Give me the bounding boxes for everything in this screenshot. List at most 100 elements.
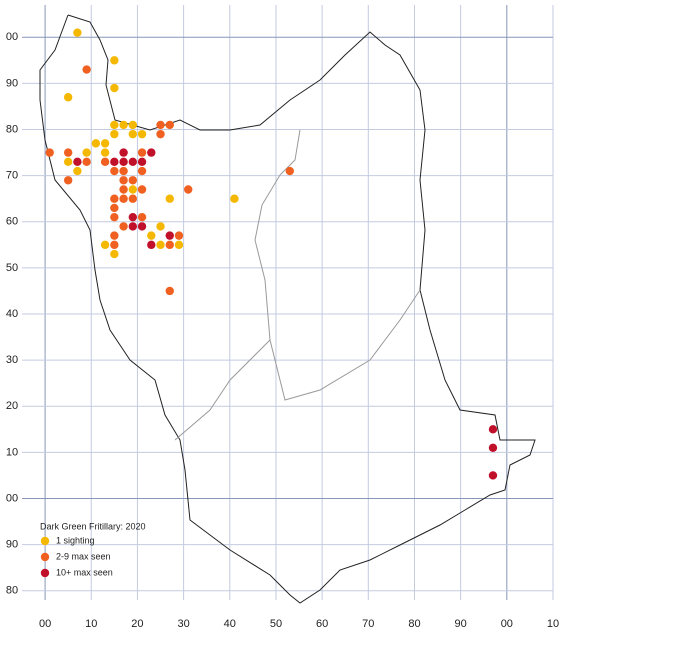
y-tick-label: 90	[6, 539, 18, 551]
record-dot	[100, 139, 110, 148]
record-dot	[110, 157, 119, 167]
y-tick-label: 20	[6, 400, 18, 412]
record-dot	[137, 148, 147, 157]
record-dot	[165, 194, 174, 203]
y-tick-label: 70	[6, 170, 18, 182]
y-tick-label: 90	[6, 77, 18, 89]
x-tick-label: 80	[408, 618, 420, 630]
record-dot	[73, 28, 82, 37]
record-dot	[82, 157, 91, 167]
record-dot	[147, 240, 156, 250]
record-dot	[128, 212, 138, 222]
record-dot	[82, 65, 91, 74]
record-dot	[184, 185, 193, 194]
county-boundary	[39, 14, 536, 604]
record-dot	[488, 425, 498, 434]
record-dot	[119, 120, 128, 130]
legend-swatch	[40, 568, 50, 578]
record-dot	[119, 222, 128, 231]
record-dot	[488, 471, 498, 480]
record-dot	[110, 56, 119, 65]
y-tick-label: 80	[6, 585, 18, 597]
record-dot	[165, 231, 174, 240]
record-dot	[174, 240, 184, 250]
legend-label: 2-9 max seen	[56, 551, 111, 561]
x-tick-label: 10	[547, 618, 559, 630]
district-boundary	[254, 129, 421, 401]
y-tick-label: 40	[6, 308, 18, 320]
record-dot	[174, 231, 184, 240]
x-tick-label: 30	[177, 618, 189, 630]
legend-title: Dark Green Fritillary: 2020	[40, 521, 146, 531]
record-dot	[137, 166, 147, 176]
y-tick-label: 10	[6, 446, 18, 458]
record-dot	[165, 120, 174, 130]
record-dot	[110, 212, 119, 222]
record-dot	[128, 194, 138, 203]
y-tick-label: 00	[6, 31, 18, 43]
record-dot	[156, 222, 165, 231]
record-dot	[63, 176, 73, 185]
record-dot	[285, 166, 295, 176]
record-dot	[110, 194, 119, 203]
x-tick-label: 00	[501, 618, 513, 630]
record-dot	[128, 176, 138, 185]
y-tick-label: 00	[6, 492, 18, 504]
record-dot	[100, 240, 110, 250]
record-dot	[73, 166, 82, 176]
record-dot	[110, 231, 119, 240]
record-dot	[165, 240, 174, 250]
record-dot	[119, 157, 128, 167]
record-dot	[63, 148, 73, 157]
record-dot	[82, 148, 91, 157]
record-dot	[119, 194, 128, 203]
record-dot	[156, 120, 165, 130]
record-dot	[137, 157, 147, 167]
legend-label: 1 sighting	[56, 535, 95, 545]
record-dot	[63, 93, 73, 102]
record-dot	[100, 157, 110, 167]
record-dot	[137, 129, 147, 139]
legend-swatch	[40, 552, 50, 562]
record-dot	[91, 139, 101, 148]
y-tick-label: 50	[6, 262, 18, 274]
record-dot	[128, 157, 138, 167]
record-dot	[119, 148, 128, 157]
record-dot	[100, 148, 110, 157]
x-tick-label: 50	[270, 618, 282, 630]
record-dot	[110, 203, 119, 213]
record-dot	[137, 222, 147, 231]
record-dot	[119, 166, 128, 176]
record-dot	[156, 240, 165, 250]
record-dot	[110, 129, 119, 139]
record-dot	[137, 185, 147, 194]
y-tick-label: 60	[6, 216, 18, 228]
record-dot	[147, 231, 156, 240]
x-tick-label: 60	[316, 618, 328, 630]
record-dot	[110, 240, 119, 250]
record-dot	[110, 83, 119, 93]
record-dot	[63, 157, 73, 167]
x-tick-label: 90	[455, 618, 467, 630]
y-tick-label: 30	[6, 354, 18, 366]
record-dot	[119, 176, 128, 185]
x-tick-label: 20	[131, 618, 143, 630]
record-dot	[119, 185, 128, 194]
legend-label: 10+ max seen	[56, 567, 113, 577]
y-tick-label: 80	[6, 123, 18, 135]
record-dot	[128, 222, 138, 231]
record-dot	[137, 212, 147, 222]
district-boundary	[174, 339, 271, 441]
boundary	[39, 14, 536, 604]
record-dot	[73, 157, 82, 167]
record-dot	[128, 120, 138, 130]
legend-swatch	[40, 536, 50, 546]
record-dot	[147, 148, 156, 157]
record-dot	[156, 129, 165, 139]
record-dot	[128, 185, 138, 194]
record-dot	[110, 120, 119, 130]
x-tick-label: 00	[39, 618, 51, 630]
record-dot	[110, 249, 119, 259]
record-dot	[230, 194, 239, 203]
